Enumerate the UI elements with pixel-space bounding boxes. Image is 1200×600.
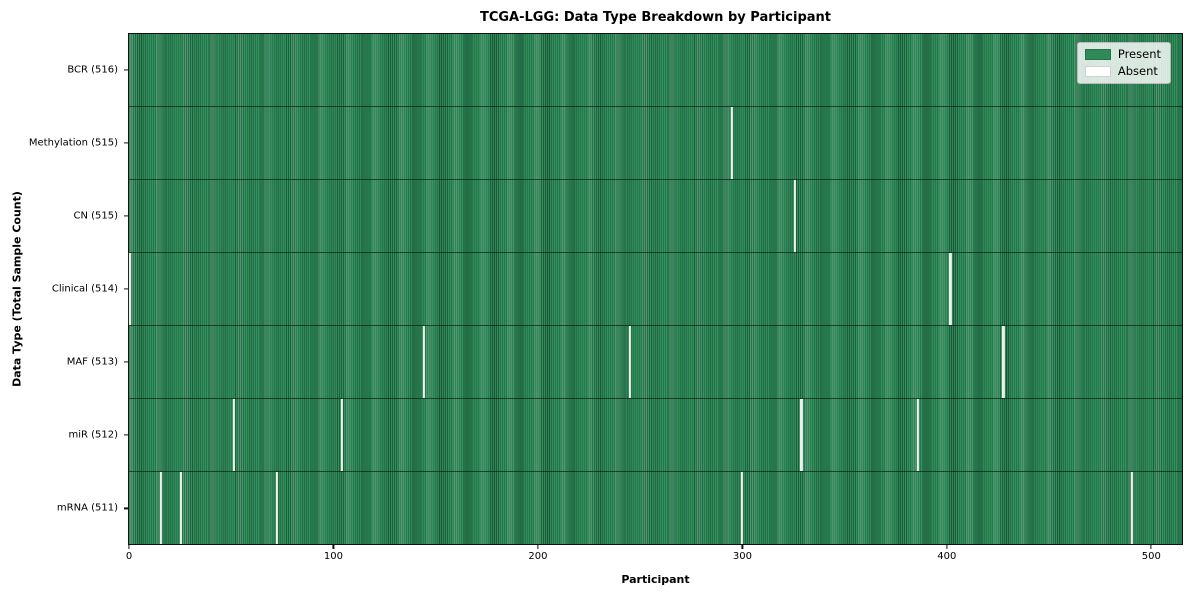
absent-stripe	[422, 326, 425, 398]
legend-label-present: Present	[1117, 47, 1161, 61]
heatmap-row-clinical	[128, 252, 1182, 325]
y-tick-label: CN (515)	[73, 210, 118, 222]
heatmap-row-cn	[129, 179, 1182, 252]
absent-stripe	[128, 253, 132, 325]
absent-stripe	[1130, 472, 1134, 544]
x-tick-label: 200	[528, 551, 548, 562]
plot-area: Present Absent	[128, 33, 1183, 545]
y-tick-mark	[124, 507, 128, 510]
heatmap-row-mir	[129, 398, 1182, 471]
y-tick-mark	[124, 361, 128, 363]
x-tick-label: 300	[732, 551, 752, 562]
absent-stripe	[741, 472, 744, 544]
x-tick-mark	[741, 545, 743, 549]
x-tick-mark	[128, 545, 130, 549]
absent-stripe	[628, 326, 632, 398]
y-tick-mark	[124, 288, 128, 290]
present-swatch-icon	[1084, 49, 1111, 60]
y-tick-mark	[124, 434, 128, 436]
y-tick-label: Clinical (514)	[51, 283, 118, 295]
absent-stripe	[159, 472, 162, 544]
heatmap-rows	[128, 34, 1182, 544]
absent-stripe	[341, 399, 344, 471]
y-tick-label: Methylation (515)	[28, 137, 118, 149]
x-tick-mark	[537, 545, 539, 549]
y-tick-label: mRNA (511)	[56, 502, 118, 514]
heatmap-row-bcr	[129, 34, 1182, 106]
y-tick-mark	[124, 215, 128, 217]
absent-stripe	[1002, 326, 1005, 398]
legend: Present Absent	[1076, 42, 1171, 84]
absent-stripe	[275, 472, 279, 544]
x-tick-label: 0	[125, 551, 133, 562]
x-tick-mark	[332, 545, 335, 549]
x-tick-mark	[1150, 545, 1152, 549]
x-axis-label: Participant	[621, 573, 690, 586]
legend-label-absent: Absent	[1117, 64, 1158, 78]
y-tick-mark	[124, 68, 128, 71]
absent-swatch-icon	[1084, 66, 1111, 77]
absent-stripe	[794, 180, 797, 252]
heatmap-row-mrna	[129, 471, 1182, 544]
y-tick-mark	[124, 142, 128, 144]
x-axis: 0 100 200 300 400 500	[125, 545, 1183, 571]
heatmap-row-maf	[129, 325, 1182, 398]
absent-stripe	[233, 399, 236, 471]
heatmap-row-methylation	[129, 106, 1182, 179]
y-tick-label: miR (512)	[68, 429, 118, 441]
chart-title: TCGA-LGG: Data Type Breakdown by Partici…	[479, 10, 832, 25]
absent-stripe	[949, 253, 952, 325]
legend-item-absent: Absent	[1084, 64, 1161, 78]
y-tick-label: MAF (513)	[66, 356, 118, 368]
absent-stripe	[730, 107, 734, 179]
absent-stripe	[800, 399, 803, 471]
y-tick-label: BCR (516)	[67, 64, 118, 76]
legend-item-present: Present	[1084, 47, 1161, 61]
x-tick-mark	[946, 545, 948, 549]
y-axis-labels: BCR (516) Methylation (515) CN (515) Clinic…	[0, 33, 128, 545]
x-tick-label: 100	[323, 551, 344, 562]
absent-stripe	[179, 472, 183, 544]
x-tick-label: 500	[1141, 551, 1161, 562]
absent-stripe	[916, 399, 919, 471]
x-tick-label: 400	[937, 551, 957, 562]
